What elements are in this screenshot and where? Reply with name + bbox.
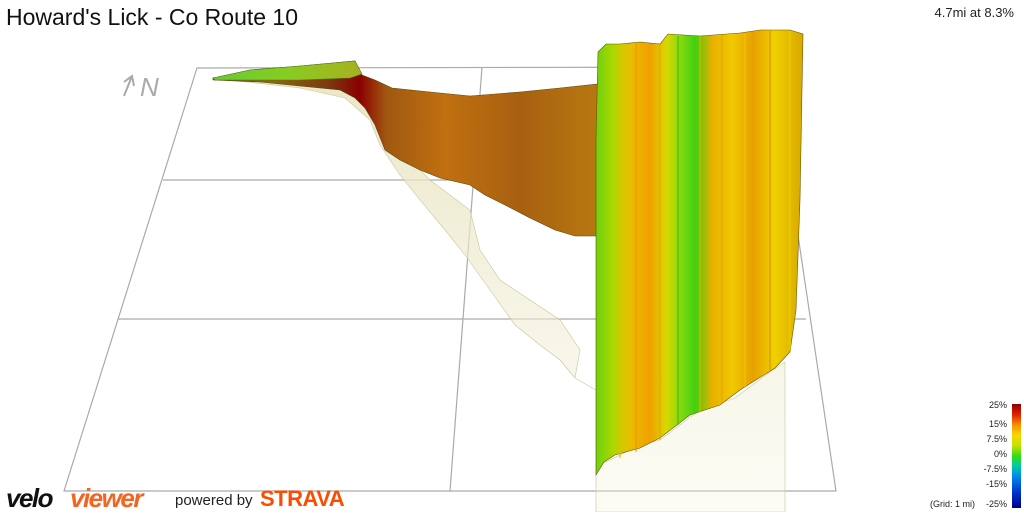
elevation-ridge <box>212 60 363 81</box>
strava-logo[interactable]: STRAVA <box>260 486 345 511</box>
legend-label: -25% <box>985 499 1007 509</box>
logo-viewer: viewer <box>70 483 143 513</box>
legend-label: 25% <box>988 400 1007 410</box>
legend-label: 7.5% <box>986 434 1007 444</box>
wall-stripes <box>619 31 791 458</box>
powered-by-text: powered by <box>175 492 253 509</box>
legend-label: 15% <box>988 419 1007 429</box>
legend-label: -7.5% <box>983 464 1007 474</box>
route-summary: 4.7mi at 8.3% <box>934 5 1015 20</box>
north-label: N <box>140 72 159 102</box>
page-title: Howard's Lick - Co Route 10 <box>6 4 299 30</box>
grid-outline <box>63 66 837 492</box>
north-arrow-icon <box>123 74 135 97</box>
grid-note: (Grid: 1 mi) <box>930 499 975 509</box>
logo-velo: velo <box>6 483 54 513</box>
legend-color-bar <box>1012 404 1021 508</box>
legend-label: 0% <box>993 449 1007 459</box>
elevation-wall-far <box>212 60 599 237</box>
legend-label: -15% <box>985 479 1007 489</box>
gradient-legend: 25% 15% 7.5% 0% -7.5% -15% -25% <box>930 398 1024 512</box>
